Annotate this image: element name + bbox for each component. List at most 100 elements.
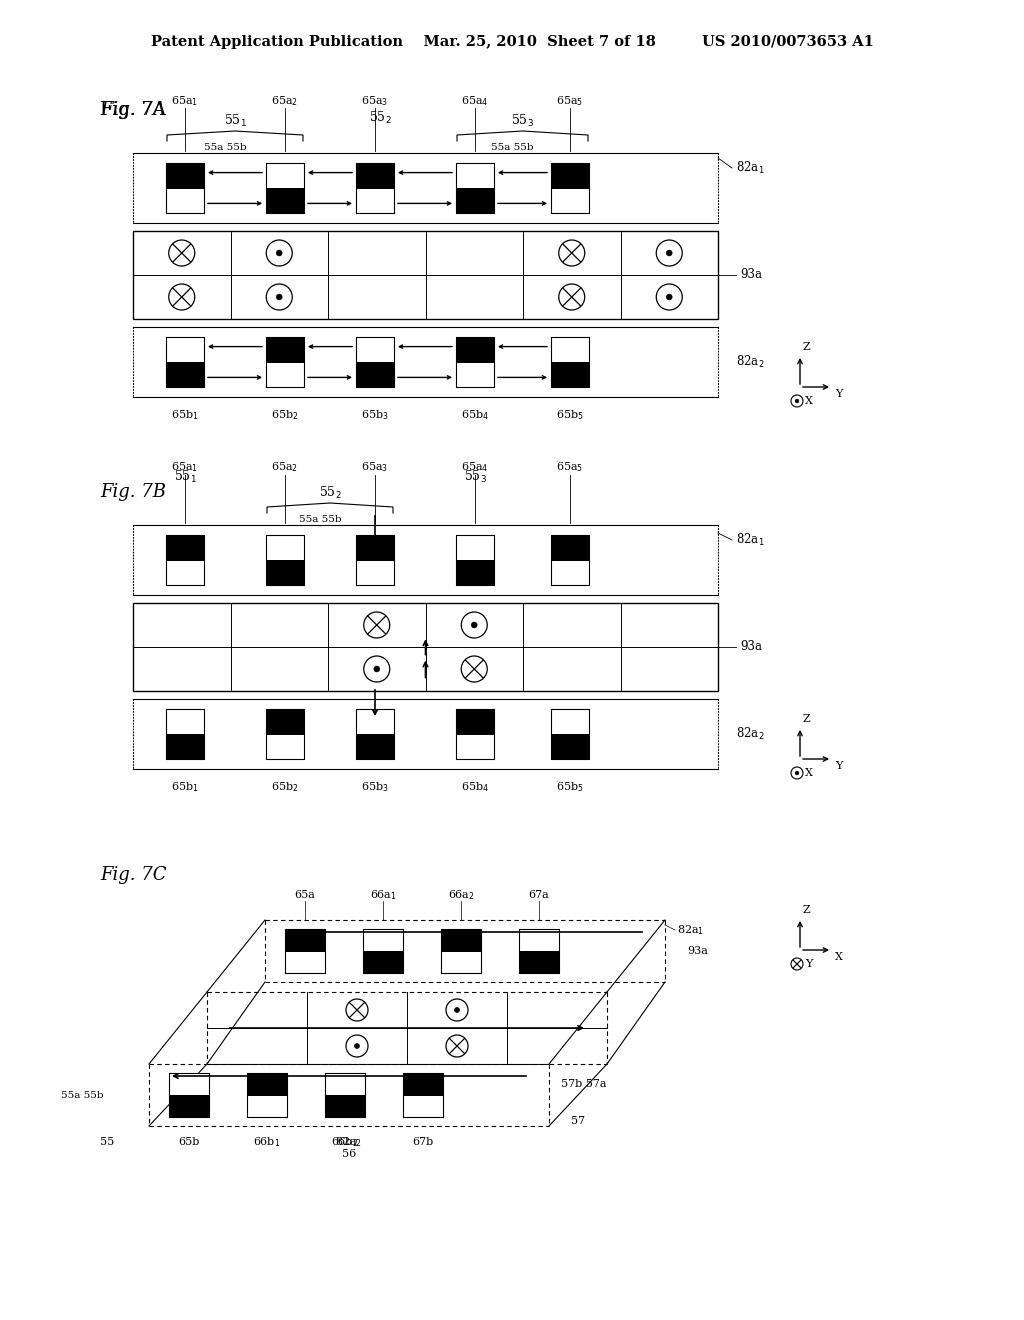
Text: 65b$_5$: 65b$_5$	[556, 408, 584, 422]
Bar	[266, 560, 304, 585]
Text: 65a$_3$: 65a$_3$	[361, 461, 388, 474]
Bar	[456, 337, 494, 387]
Text: Y: Y	[805, 960, 812, 969]
Bar	[441, 929, 481, 973]
Text: 55$_1$: 55$_1$	[223, 114, 247, 129]
Bar	[247, 1096, 287, 1117]
Bar	[551, 162, 589, 187]
Bar	[266, 734, 304, 759]
Bar	[356, 560, 394, 585]
Bar	[325, 1073, 365, 1096]
Bar	[551, 709, 589, 734]
Bar	[166, 362, 204, 387]
Bar	[166, 709, 204, 734]
Text: 66b$_1$: 66b$_1$	[253, 1135, 281, 1148]
Bar	[247, 1073, 287, 1117]
Bar	[519, 929, 559, 950]
Bar	[362, 929, 403, 973]
Bar	[456, 187, 494, 213]
Text: 55$_1$: 55$_1$	[174, 469, 197, 484]
Circle shape	[461, 612, 487, 638]
Bar	[266, 162, 304, 213]
Bar	[551, 362, 589, 387]
Text: 65b$_4$: 65b$_4$	[461, 408, 489, 422]
Text: X: X	[835, 952, 843, 962]
Bar	[166, 162, 204, 187]
Bar	[166, 162, 204, 213]
Bar	[551, 709, 589, 759]
Bar	[356, 709, 394, 734]
Bar	[456, 162, 494, 187]
Circle shape	[461, 656, 487, 682]
Bar	[456, 535, 494, 585]
Text: 65b$_1$: 65b$_1$	[171, 408, 199, 422]
Bar	[551, 535, 589, 560]
Bar	[266, 709, 304, 759]
Circle shape	[559, 240, 585, 267]
Bar	[266, 362, 304, 387]
Text: 66b$_2$: 66b$_2$	[332, 1135, 358, 1148]
Bar	[266, 162, 304, 187]
Bar	[133, 231, 718, 319]
Circle shape	[446, 1035, 468, 1057]
Text: X: X	[805, 396, 813, 407]
Circle shape	[169, 284, 195, 310]
Text: 65a$_1$: 65a$_1$	[171, 461, 199, 474]
Bar	[166, 535, 204, 585]
Text: 65a$_1$: 65a$_1$	[171, 94, 199, 108]
Text: 65a: 65a	[295, 890, 315, 900]
Circle shape	[364, 656, 390, 682]
Bar	[266, 337, 304, 387]
Bar	[169, 1096, 209, 1117]
Text: 65b$_2$: 65b$_2$	[271, 408, 299, 422]
Bar	[166, 734, 204, 759]
Text: 55a 55b: 55a 55b	[61, 1090, 104, 1100]
Text: 57b 57a: 57b 57a	[561, 1078, 606, 1089]
Text: 67a: 67a	[528, 890, 549, 900]
Circle shape	[276, 294, 282, 300]
Circle shape	[791, 395, 803, 407]
Circle shape	[667, 251, 672, 256]
Text: 65a$_3$: 65a$_3$	[361, 94, 388, 108]
Bar	[285, 929, 325, 973]
Circle shape	[791, 767, 803, 779]
Bar	[519, 950, 559, 973]
Circle shape	[656, 240, 682, 267]
Text: 82a$_2$: 82a$_2$	[736, 354, 765, 370]
Circle shape	[169, 240, 195, 267]
Text: X: X	[805, 768, 813, 777]
Circle shape	[276, 251, 282, 256]
Circle shape	[471, 622, 477, 628]
Circle shape	[346, 1035, 368, 1057]
Bar	[356, 734, 394, 759]
Bar	[166, 709, 204, 759]
Bar	[551, 337, 589, 387]
Bar	[356, 337, 394, 362]
Circle shape	[796, 399, 799, 403]
Bar	[551, 162, 589, 213]
Circle shape	[266, 284, 292, 310]
Circle shape	[346, 999, 368, 1020]
Bar	[266, 535, 304, 560]
Bar	[166, 560, 204, 585]
Bar	[133, 603, 718, 690]
Bar	[166, 337, 204, 362]
Text: 65a$_5$: 65a$_5$	[556, 94, 584, 108]
Bar	[356, 362, 394, 387]
Text: 55$_3$: 55$_3$	[464, 469, 486, 484]
Bar	[456, 535, 494, 560]
Bar	[266, 187, 304, 213]
Bar	[403, 1073, 443, 1096]
Text: 65a$_4$: 65a$_4$	[461, 94, 488, 108]
Text: Z: Z	[803, 714, 811, 723]
Circle shape	[667, 294, 672, 300]
Text: 65a$_2$: 65a$_2$	[271, 461, 299, 474]
Circle shape	[559, 284, 585, 310]
Bar	[551, 734, 589, 759]
Text: 65a$_5$: 65a$_5$	[556, 461, 584, 474]
Text: 93a: 93a	[740, 640, 762, 653]
Bar	[166, 337, 204, 387]
Text: 55a 55b: 55a 55b	[204, 144, 247, 153]
Circle shape	[455, 1007, 460, 1012]
Text: 93a: 93a	[687, 946, 708, 956]
